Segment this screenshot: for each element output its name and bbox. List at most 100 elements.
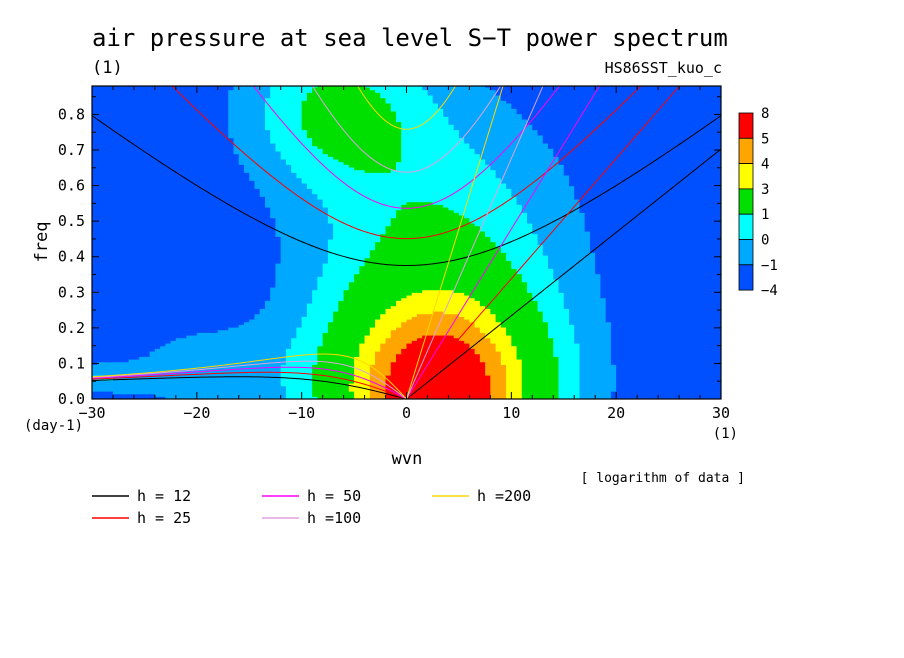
field-cell [238,86,245,88]
field-cell [312,313,318,317]
field-cell [97,89,104,93]
field-cell [301,102,308,107]
field-cell [301,140,308,144]
field-cell [175,222,182,227]
field-cell [301,321,308,325]
field-cell [275,113,282,117]
field-cell [154,356,161,360]
field-cell [249,270,256,275]
field-cell [165,385,172,389]
field-cell [217,294,224,299]
field-cell [275,316,282,320]
field-cell [149,116,156,120]
field-cell [254,238,261,243]
field-cell [238,214,245,219]
field-cell [97,284,104,288]
field-cell [264,337,271,341]
field-cell [118,358,125,363]
field-cell [275,366,282,371]
field-cell [223,321,229,325]
field-cell [102,292,109,296]
field-cell [217,286,224,291]
field-cell [223,233,229,237]
field-cell [280,212,287,216]
field-cell [123,201,130,205]
field-cell [191,244,198,248]
field-cell [306,89,313,93]
field-cell [223,180,229,184]
field-cell [175,148,182,152]
field-cell [196,297,203,301]
field-cell [301,196,308,200]
field-cell [181,113,187,117]
field-cell [291,86,298,91]
field-cell [149,382,156,387]
field-cell [291,134,298,139]
field-cell [181,137,187,141]
field-cell [191,174,198,179]
field-cell [202,289,208,293]
field-cell [160,222,166,227]
field-cell [191,337,198,341]
field-cell [175,302,182,307]
field-cell [191,273,198,277]
field-cell [291,193,298,197]
field-cell [128,126,135,131]
field-cell [144,313,151,317]
field-cell [118,124,125,128]
field-cell [175,321,182,325]
field-cell [291,164,298,168]
field-cell [170,358,177,363]
field-cell [118,201,125,205]
field-cell [233,324,240,328]
field-cell [228,193,235,197]
field-cell [285,321,292,325]
field-cell [160,105,166,109]
field-cell [285,86,292,91]
field-cell [264,118,271,123]
field-cell [165,278,172,283]
field-cell [306,329,313,333]
field-cell [244,209,250,213]
field-cell [144,177,151,181]
field-cell [285,193,292,197]
field-cell [264,302,271,307]
field-cell [207,94,214,99]
field-cell [217,260,224,264]
field-cell [301,273,308,277]
field-cell [228,262,235,267]
field-cell [118,153,125,157]
field-cell [259,228,266,232]
field-cell [202,206,208,211]
field-cell [144,110,151,115]
field-cell [186,94,193,99]
field-cell [217,222,224,227]
field-cell [107,350,114,355]
field-cell [207,174,214,179]
field-cell [249,161,256,165]
field-cell [259,134,266,139]
field-cell [296,116,303,120]
field-cell [97,238,104,243]
field-cell [264,388,271,392]
field-cell [249,393,256,397]
field-cell [270,326,277,331]
field-cell [264,380,271,384]
field-cell [123,297,130,301]
field-cell [186,337,193,341]
field-cell [107,385,114,389]
field-cell [212,308,219,312]
field-cell [154,321,161,325]
field-cell [306,116,313,120]
field-cell [102,300,109,304]
field-cell [244,302,250,307]
field-cell [97,316,104,320]
field-cell [291,308,298,312]
field-cell [175,366,182,371]
field-cell [191,212,198,216]
field-cell [196,209,203,213]
field-cell [123,257,130,261]
field-cell [306,233,313,237]
field-cell [107,238,114,243]
field-cell [223,185,229,189]
